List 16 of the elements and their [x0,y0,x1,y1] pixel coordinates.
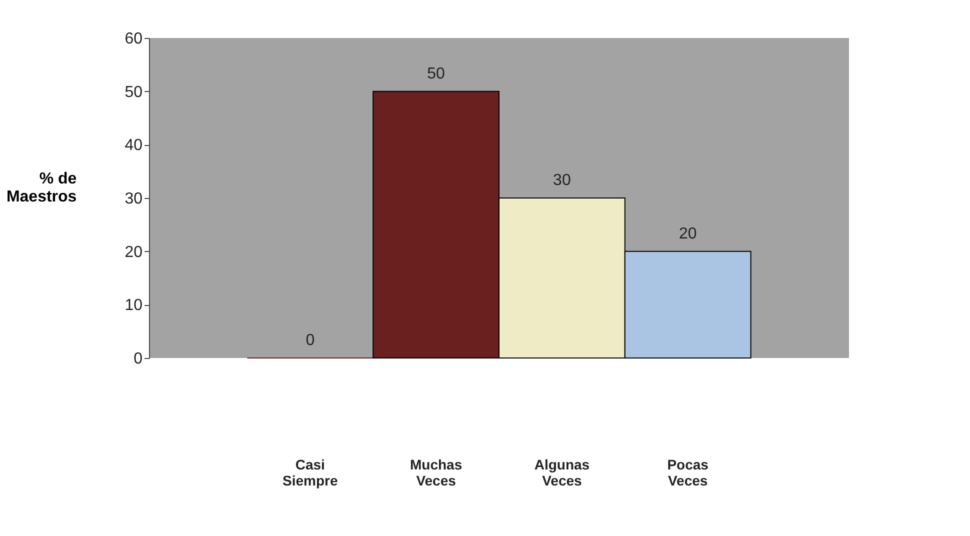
x-tick-label: Muchas Veces [410,456,462,488]
y-axis-title: % de Maestros [6,170,77,206]
x-tick-label: Algunas Veces [534,456,590,488]
data-label: 50 [427,65,446,82]
x-tick-label: Pocas Veces [667,456,709,488]
y-tick-label: 60 [124,30,143,48]
y-tick-label: 10 [124,297,143,314]
y-tick-label: 50 [124,84,143,101]
y-tick-label: 20 [124,244,143,261]
y-tick-label: 30 [124,190,143,208]
data-label: 30 [553,172,571,189]
data-label: 0 [306,332,315,349]
y-tick-label: 40 [124,137,143,154]
x-tick-label: Casi Siempre [282,456,338,488]
y-tick-label: 0 [134,350,143,368]
data-label: 20 [678,225,697,242]
